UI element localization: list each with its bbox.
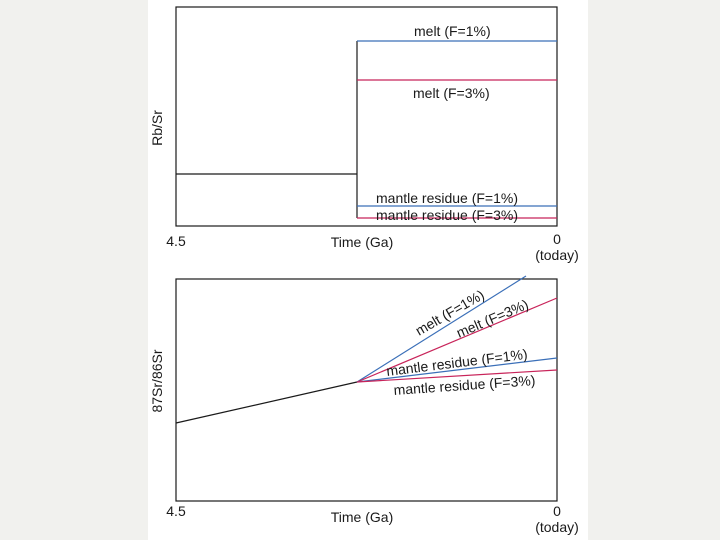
bottom-residue-3-line [356, 369, 558, 383]
top-x-tick-end-note: (today) [535, 247, 579, 263]
top-x-tick-start: 4.5 [166, 233, 186, 249]
top-melt-1-label: melt (F=1%) [414, 23, 491, 39]
bottom-y-axis-label: 87Sr/86Sr [149, 349, 165, 412]
top-residue-3-label: mantle residue (F=3%) [376, 207, 518, 223]
bottom-residue-1-line [356, 357, 558, 383]
top-plot-frame [175, 6, 558, 227]
top-x-tick-end: 0 [553, 231, 561, 247]
bottom-bulk-line [175, 381, 358, 424]
top-melt-3-label: melt (F=3%) [413, 85, 490, 101]
top-y-axis-label: Rb/Sr [149, 110, 165, 146]
bottom-melt-3-line [356, 297, 558, 383]
bottom-plot-frame [175, 278, 558, 502]
bottom-x-tick-end-note: (today) [535, 519, 579, 535]
bottom-x-tick-start: 4.5 [166, 503, 186, 519]
top-residue-1-label: mantle residue (F=1%) [376, 190, 518, 206]
slide-panel [148, 0, 588, 540]
bottom-x-axis-label: Time (Ga) [331, 509, 393, 525]
top-x-axis-label: Time (Ga) [331, 234, 393, 250]
bottom-melt-1-line [356, 275, 527, 383]
bottom-x-tick-end: 0 [553, 503, 561, 519]
